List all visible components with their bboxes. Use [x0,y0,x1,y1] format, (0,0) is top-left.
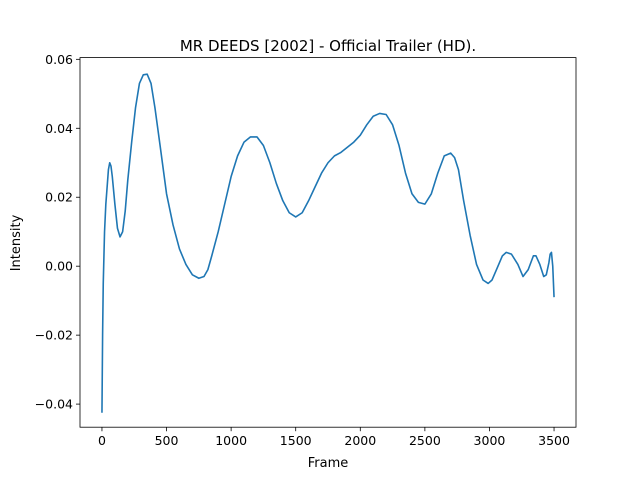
x-tick-label: 1500 [280,433,312,448]
y-axis-label: Intensity [9,214,24,271]
y-tick-label: −0.02 [35,328,73,343]
x-axis-label: Frame [308,456,349,471]
y-tick-label: 0.04 [45,121,73,136]
x-axis-ticks: 0 500 1000 1500 2000 2500 3000 3500 [98,427,570,448]
series-line-0 [101,73,555,413]
plot-area [101,73,555,413]
x-tick-label: 2500 [409,433,441,448]
y-axis-ticks: −0.04 −0.02 0.00 0.02 0.04 0.06 [35,52,80,412]
x-tick-label: 2000 [344,433,376,448]
y-tick-label: −0.04 [35,397,73,412]
y-tick-label: 0.06 [45,52,73,67]
y-tick-label: 0.02 [45,190,73,205]
x-tick-label: 500 [155,433,179,448]
x-tick-label: 0 [98,433,106,448]
x-tick-label: 3000 [474,433,506,448]
x-tick-label: 3500 [538,433,570,448]
x-tick-label: 1000 [215,433,247,448]
plot-frame [79,57,577,428]
y-tick-label: 0.00 [45,259,73,274]
chart-title: MR DEEDS [2002] - Official Trailer (HD). [180,37,476,55]
